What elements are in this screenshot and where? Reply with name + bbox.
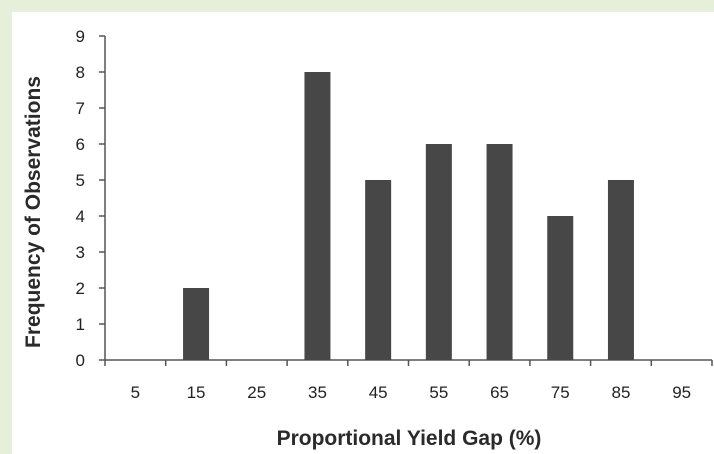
- bar: [304, 72, 331, 360]
- y-tick-labels: 0 1 2 3 4 5 6 7 8 9: [76, 27, 85, 370]
- bar: [607, 180, 634, 360]
- y-tick-label: 3: [76, 243, 85, 262]
- x-tick-label: 65: [490, 383, 509, 402]
- x-tick-label: 85: [611, 383, 630, 402]
- y-tick-label: 0: [76, 351, 85, 370]
- x-tick-label: 5: [131, 383, 140, 402]
- y-tick-label: 9: [76, 27, 85, 46]
- bar: [365, 180, 392, 360]
- y-tick-label: 5: [76, 171, 85, 190]
- bars: [183, 72, 634, 360]
- bar: [425, 144, 452, 360]
- y-tick-label: 1: [76, 315, 85, 334]
- y-axis-title: Frequency of Observations: [22, 76, 45, 348]
- chart-panel: [12, 12, 714, 454]
- x-axis-title: Proportional Yield Gap (%): [277, 427, 542, 450]
- x-tick-label: 45: [369, 383, 388, 402]
- x-tick-label: 15: [187, 383, 206, 402]
- x-tick-label: 55: [429, 383, 448, 402]
- x-tick-label: 25: [247, 383, 266, 402]
- x-tick-label: 75: [551, 383, 570, 402]
- x-tick-label: 95: [672, 383, 691, 402]
- y-tick-label: 4: [76, 207, 85, 226]
- y-tick-label: 2: [76, 279, 85, 298]
- y-tick-label: 6: [76, 135, 85, 154]
- y-tick-label: 8: [76, 63, 85, 82]
- x-tick-label: 35: [308, 383, 327, 402]
- bar: [183, 288, 210, 360]
- y-tick-label: 7: [76, 99, 85, 118]
- x-tick-labels: 5 15 25 35 45 55 65 75 85 95: [131, 383, 691, 402]
- bar: [547, 216, 574, 360]
- bar: [486, 144, 513, 360]
